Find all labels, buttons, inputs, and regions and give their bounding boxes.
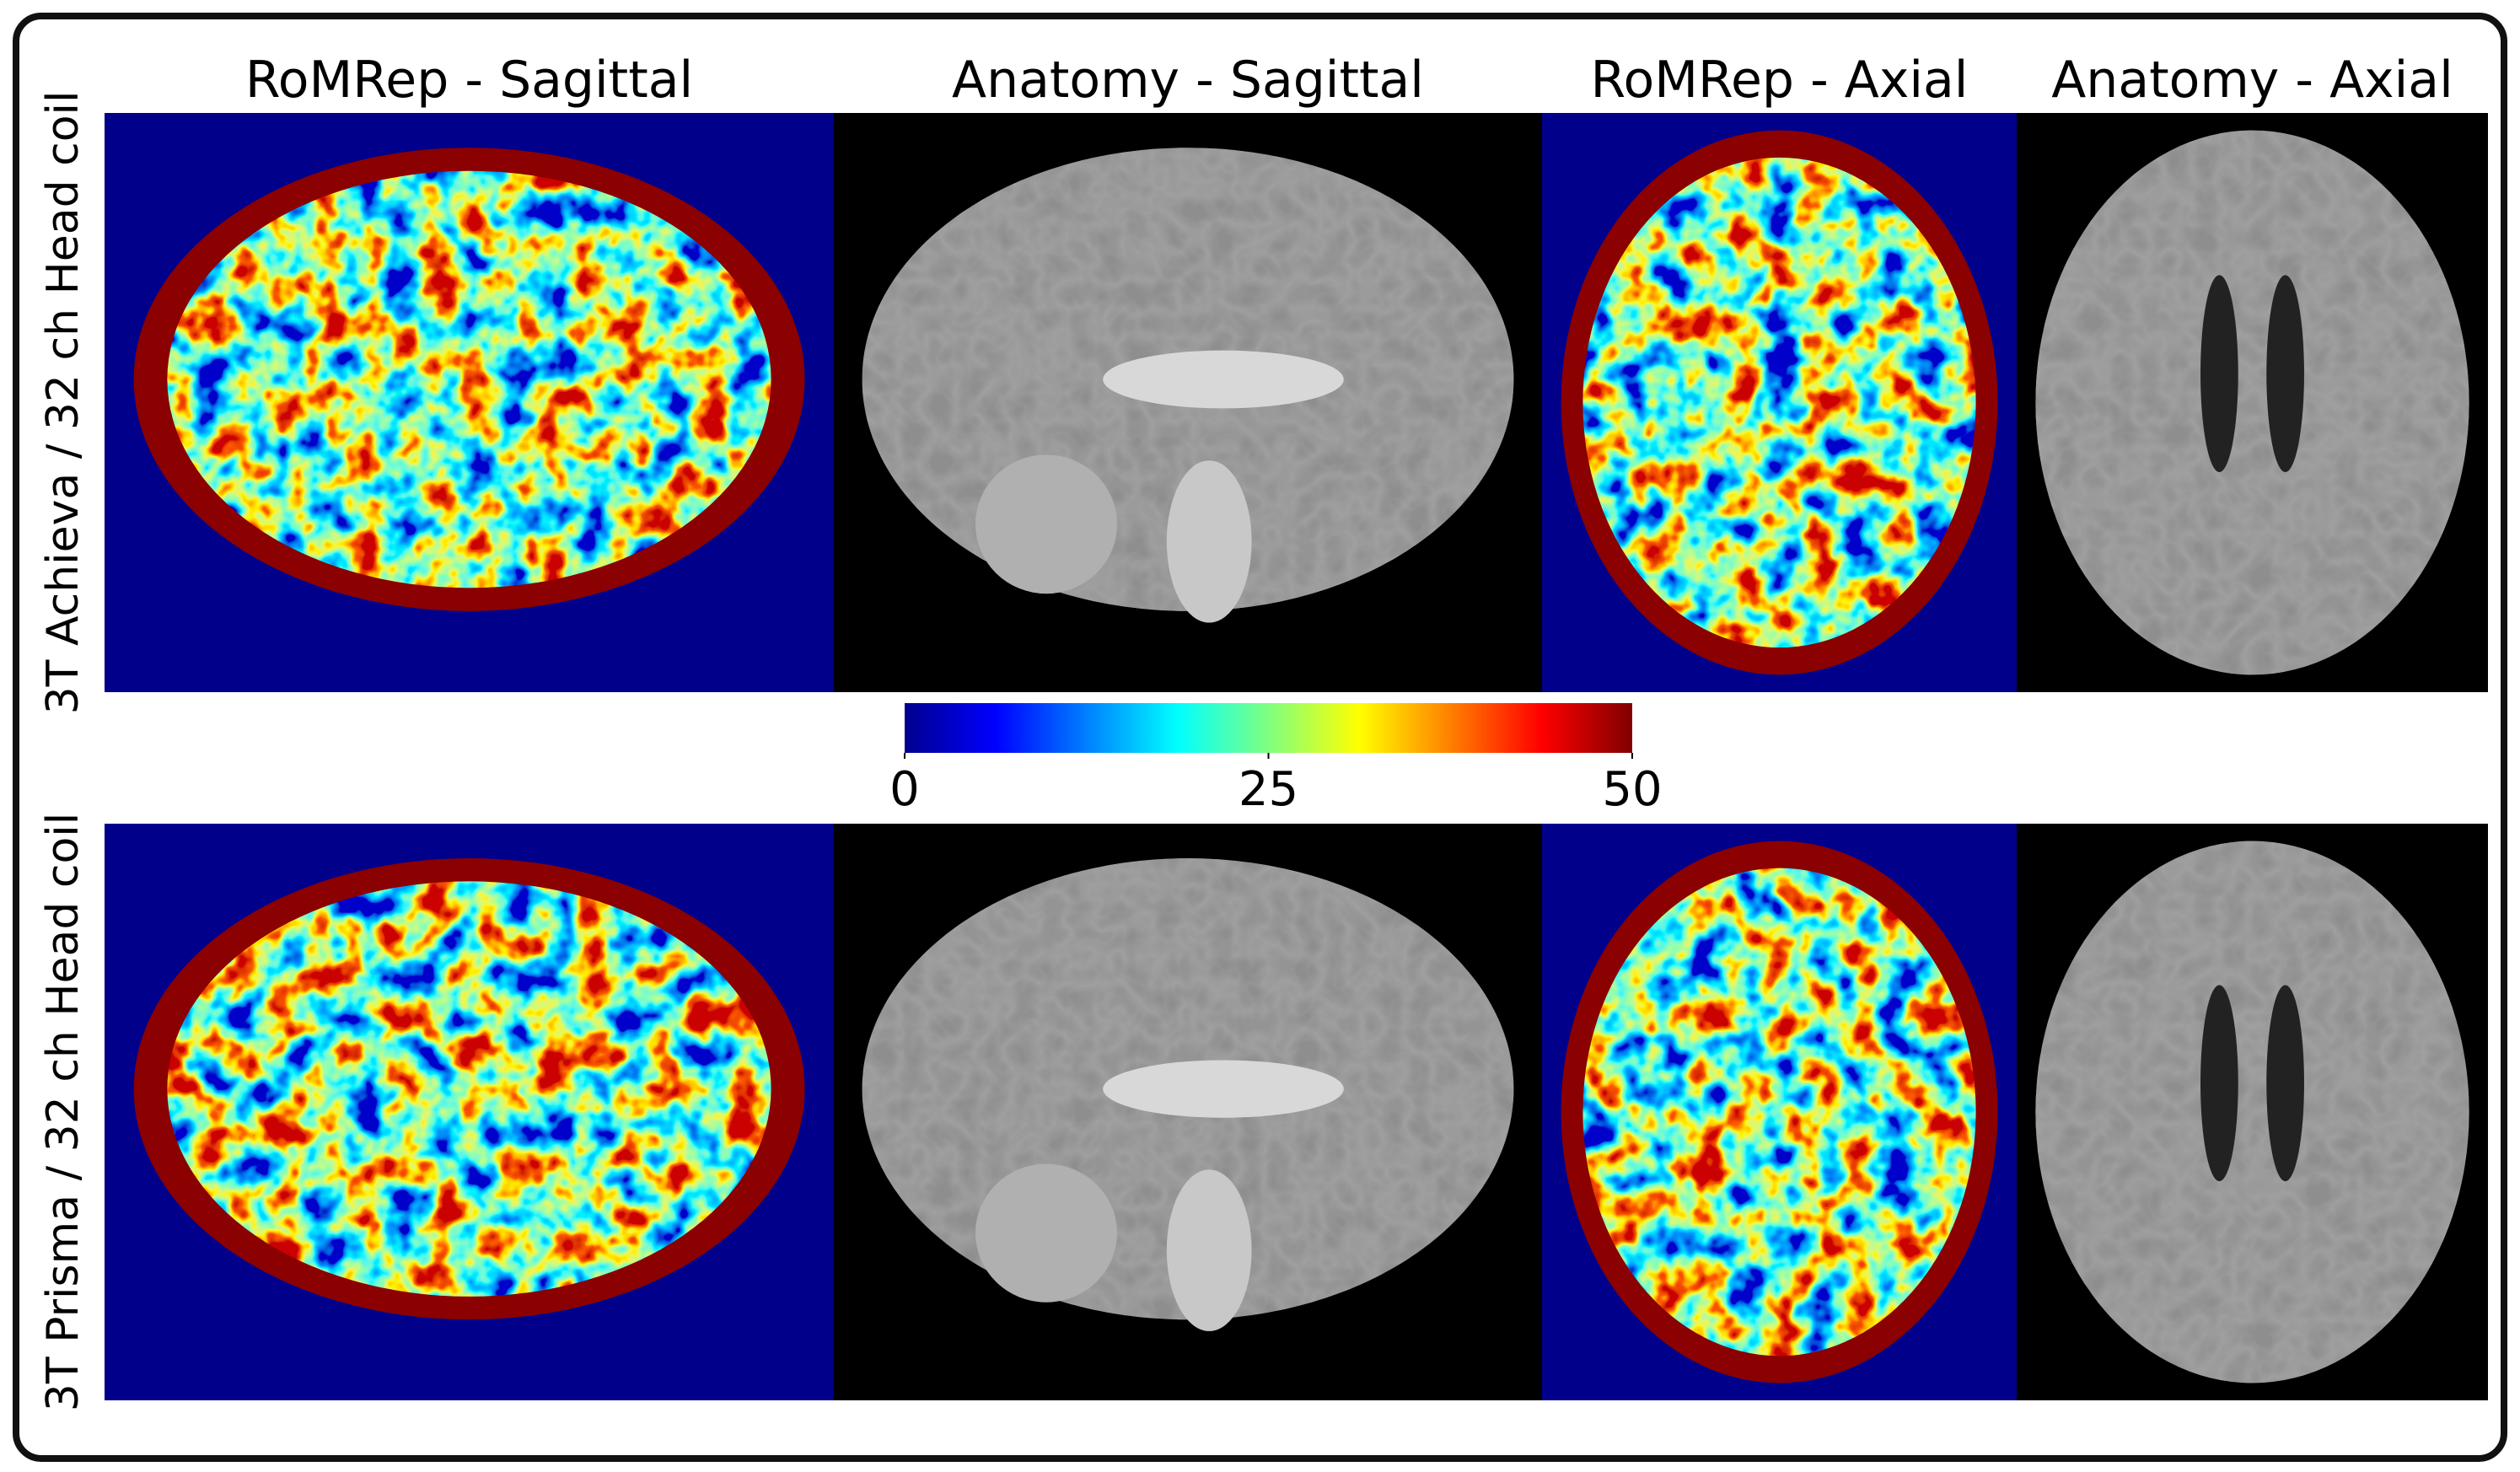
brain-map bbox=[167, 881, 771, 1297]
ventricle bbox=[2200, 985, 2238, 1182]
panels bbox=[105, 113, 2488, 1400]
colorbar bbox=[905, 703, 1632, 753]
row-label: 3T Prisma / 32 ch Head coil bbox=[38, 813, 89, 1411]
brain bbox=[2035, 841, 2469, 1383]
column-title: Anatomy - Sagittal bbox=[952, 51, 1424, 110]
column-title: RoMRep - Sagittal bbox=[245, 51, 693, 110]
brain-map bbox=[1582, 868, 1976, 1356]
ventricle bbox=[2200, 275, 2238, 472]
brainstem bbox=[1166, 1169, 1252, 1331]
column-title: Anatomy - Axial bbox=[2051, 51, 2453, 110]
column-title: RoMRep - Axial bbox=[1591, 51, 1969, 110]
cerebellum bbox=[975, 454, 1117, 594]
corpus-callosum bbox=[1103, 1060, 1344, 1118]
row-label: 3T Achieva / 32 ch Head coil bbox=[38, 91, 89, 715]
brain-map bbox=[167, 170, 771, 588]
brainstem bbox=[1166, 460, 1252, 623]
brain-map bbox=[1582, 157, 1976, 648]
colorbar-tick-label: 25 bbox=[1239, 762, 1298, 817]
frame bbox=[13, 13, 2507, 1462]
colorbar-tick-label: 50 bbox=[1602, 762, 1662, 817]
colorbar-tick-label: 0 bbox=[889, 762, 920, 817]
cerebellum bbox=[975, 1163, 1117, 1303]
ventricle bbox=[2266, 985, 2304, 1182]
corpus-callosum bbox=[1103, 350, 1344, 409]
ventricle bbox=[2266, 275, 2304, 472]
brain bbox=[2035, 130, 2469, 675]
